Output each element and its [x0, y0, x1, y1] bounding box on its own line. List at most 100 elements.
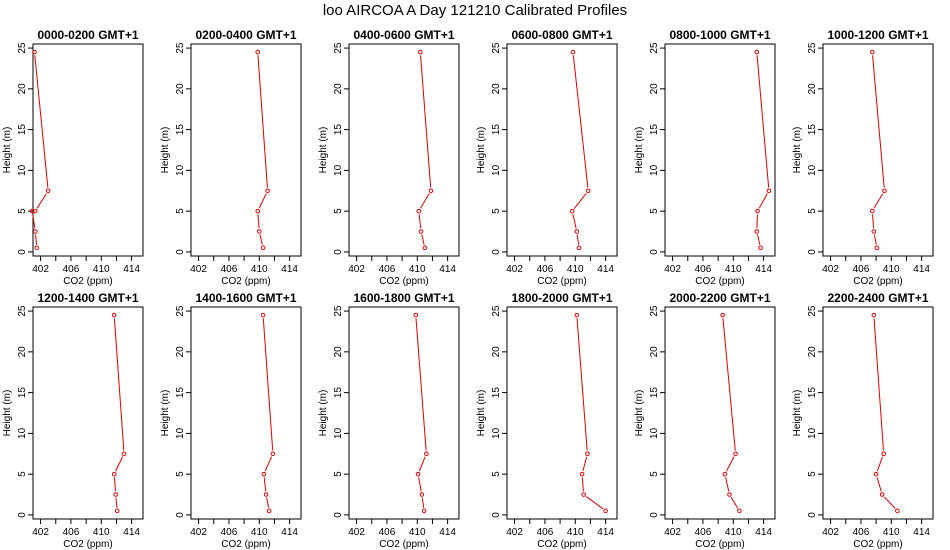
y-tick-label: 15	[491, 387, 502, 399]
y-tick-label: 20	[333, 83, 344, 95]
x-tick-label: 406	[853, 527, 870, 538]
data-point	[871, 229, 877, 234]
data-point	[576, 245, 582, 251]
profile-segment	[883, 496, 896, 509]
data-point	[265, 188, 270, 194]
y-tick-label: 5	[175, 208, 186, 214]
x-tick-label: 402	[822, 264, 839, 275]
x-tick-label: 414	[913, 264, 930, 275]
profile-segment	[758, 193, 768, 209]
x-axis-label: CO2 (ppm)	[379, 539, 428, 550]
y-tick-label: 15	[17, 387, 28, 399]
plot-frame	[190, 306, 302, 520]
y-axis-label: Height (m)	[318, 390, 329, 437]
y-tick-label: 25	[333, 42, 344, 54]
y-tick-label: 10	[491, 164, 502, 176]
profile-segment	[872, 55, 885, 188]
data-point	[263, 492, 269, 497]
data-point	[737, 508, 742, 514]
data-point	[419, 492, 425, 497]
data-point	[29, 208, 35, 214]
x-axis-label: CO2 (ppm)	[695, 276, 744, 287]
panel-4: 0600-0800 GMT+1 402 406 410 414 0 5 10 15 20 25 CO2…	[476, 28, 618, 287]
panel-12: 2200-2400 GMT+1 402 406 410 414 0 5 10 15 20 25 CO2…	[792, 291, 934, 550]
y-axis-label: Height (m)	[2, 390, 13, 437]
y-tick-label: 5	[175, 471, 186, 477]
y-axis-label: Height (m)	[2, 127, 13, 174]
y-tick-label: 20	[175, 83, 186, 95]
y-tick-label: 15	[491, 124, 502, 136]
profile-segment	[876, 477, 882, 492]
profile-segment	[725, 477, 730, 492]
x-tick-label: 414	[123, 264, 140, 275]
y-tick-label: 10	[491, 427, 502, 439]
data-point	[32, 229, 38, 234]
x-tick-label: 406	[63, 527, 80, 538]
data-point	[579, 471, 585, 477]
profile-segment	[757, 234, 761, 245]
panel-title: 1000-1200 GMT+1	[827, 28, 928, 42]
profile-segment	[420, 193, 430, 209]
data-point	[270, 451, 276, 457]
data-point	[113, 492, 118, 497]
data-point	[266, 508, 272, 514]
plot-frame	[348, 306, 460, 520]
profile-segment	[876, 456, 884, 472]
y-tick-label: 5	[17, 208, 28, 214]
y-axis-label: Height (m)	[792, 390, 803, 437]
y-tick-label: 20	[333, 346, 344, 358]
panel-title: 1200-1400 GMT+1	[37, 291, 138, 305]
profile-segment	[576, 318, 588, 451]
data-point	[422, 245, 428, 251]
y-tick-label: 10	[17, 164, 28, 176]
data-point	[882, 188, 887, 194]
profile-segment	[115, 456, 124, 472]
data-point	[255, 49, 261, 55]
profile-segment	[581, 477, 584, 492]
x-tick-label: 410	[409, 264, 426, 275]
x-tick-label: 402	[822, 527, 839, 538]
x-tick-label: 406	[853, 264, 870, 275]
profile-segment	[115, 497, 118, 508]
profile-segment	[36, 193, 47, 209]
y-tick-label: 0	[17, 249, 28, 255]
profile-segment	[585, 496, 604, 510]
x-tick-label: 402	[190, 264, 207, 275]
x-axis-label: CO2 (ppm)	[695, 539, 744, 550]
data-point	[121, 451, 127, 457]
data-point	[727, 492, 732, 497]
profile-segment	[582, 456, 588, 472]
y-tick-label: 15	[333, 387, 344, 399]
profile-segment	[34, 55, 49, 188]
data-point	[32, 208, 38, 214]
panel-title: 1800-2000 GMT+1	[511, 291, 612, 305]
profile-segment	[113, 318, 125, 451]
y-tick-label: 0	[333, 249, 344, 255]
x-tick-label: 406	[221, 527, 238, 538]
y-tick-label: 0	[333, 512, 344, 518]
data-point	[574, 312, 580, 318]
data-point	[585, 451, 590, 457]
y-tick-label: 25	[807, 305, 818, 317]
y-tick-label: 5	[807, 471, 818, 477]
panel-title: 0000-0200 GMT+1	[37, 28, 138, 42]
x-tick-label: 414	[597, 264, 614, 275]
panel-6: 1000-1200 GMT+1 402 406 410 414 0 5 10 15 20 25 CO2…	[792, 28, 934, 287]
data-point	[754, 49, 760, 55]
y-tick-label: 5	[649, 471, 660, 477]
x-tick-label: 402	[664, 264, 681, 275]
plot-frame	[822, 43, 934, 257]
data-point	[766, 188, 772, 194]
data-point	[871, 312, 877, 318]
panel-title: 2200-2400 GMT+1	[827, 291, 928, 305]
x-tick-label: 410	[725, 264, 742, 275]
y-tick-label: 0	[649, 512, 660, 518]
data-point	[570, 49, 576, 55]
x-tick-label: 402	[190, 527, 207, 538]
profile-segment	[873, 318, 884, 451]
y-tick-label: 10	[333, 164, 344, 176]
y-tick-label: 25	[649, 42, 660, 54]
y-tick-label: 20	[491, 346, 502, 358]
y-tick-label: 20	[175, 346, 186, 358]
